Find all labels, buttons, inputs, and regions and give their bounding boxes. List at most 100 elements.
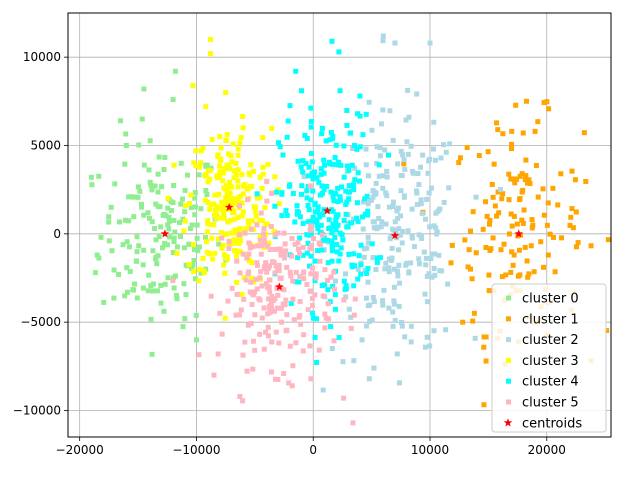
data-point-cluster-3 bbox=[221, 252, 227, 258]
data-point-cluster-4 bbox=[335, 162, 341, 168]
axes-frame bbox=[67, 12, 612, 438]
data-point-cluster-4 bbox=[317, 211, 323, 217]
data-point-cluster-2 bbox=[446, 185, 452, 191]
data-point-cluster-0 bbox=[192, 212, 198, 218]
data-point-cluster-2 bbox=[436, 252, 442, 258]
data-point-cluster-3 bbox=[202, 173, 208, 179]
data-point-cluster-4 bbox=[355, 111, 361, 117]
data-point-cluster-0 bbox=[152, 183, 158, 189]
data-point-cluster-1 bbox=[530, 222, 536, 228]
data-point-cluster-2 bbox=[401, 194, 407, 200]
data-point-cluster-0 bbox=[187, 226, 193, 232]
data-point-cluster-1 bbox=[547, 231, 553, 237]
data-point-cluster-3 bbox=[198, 160, 204, 166]
data-point-cluster-4 bbox=[308, 105, 314, 111]
data-point-cluster-5 bbox=[264, 269, 270, 275]
data-point-cluster-3 bbox=[235, 167, 241, 173]
data-point-cluster-4 bbox=[319, 125, 325, 131]
data-point-cluster-4 bbox=[374, 255, 380, 261]
data-point-cluster-3 bbox=[196, 278, 202, 284]
data-point-cluster-3 bbox=[234, 279, 240, 285]
data-point-cluster-3 bbox=[221, 202, 227, 208]
data-point-cluster-5 bbox=[261, 346, 267, 352]
data-point-cluster-4 bbox=[360, 132, 366, 138]
data-point-cluster-1 bbox=[522, 244, 528, 250]
data-point-cluster-2 bbox=[399, 240, 405, 246]
data-point-cluster-0 bbox=[96, 173, 102, 179]
data-point-cluster-4 bbox=[358, 271, 364, 277]
data-point-cluster-2 bbox=[351, 358, 357, 364]
data-point-cluster-1 bbox=[469, 276, 475, 282]
data-point-cluster-0 bbox=[156, 234, 162, 240]
data-point-cluster-1 bbox=[528, 243, 534, 249]
data-point-cluster-4 bbox=[332, 292, 338, 298]
data-point-cluster-2 bbox=[392, 40, 398, 46]
data-point-cluster-3 bbox=[228, 184, 234, 190]
data-point-cluster-2 bbox=[386, 269, 392, 275]
data-point-cluster-5 bbox=[271, 297, 277, 303]
data-point-cluster-1 bbox=[555, 202, 561, 208]
data-point-cluster-2 bbox=[396, 226, 402, 232]
data-point-cluster-2 bbox=[365, 173, 371, 179]
data-point-cluster-1 bbox=[541, 212, 547, 218]
data-point-cluster-5 bbox=[276, 246, 282, 252]
data-point-cluster-1 bbox=[581, 130, 587, 136]
data-point-cluster-0 bbox=[170, 250, 176, 256]
data-point-cluster-5 bbox=[259, 315, 265, 321]
data-point-cluster-1 bbox=[535, 194, 541, 200]
data-point-cluster-4 bbox=[314, 175, 320, 181]
data-point-cluster-4 bbox=[285, 118, 291, 124]
data-point-cluster-3 bbox=[261, 244, 267, 250]
data-point-cluster-2 bbox=[386, 305, 392, 311]
data-point-cluster-4 bbox=[300, 158, 306, 164]
data-point-cluster-0 bbox=[150, 248, 156, 254]
data-point-cluster-0 bbox=[131, 287, 137, 293]
data-point-cluster-3 bbox=[260, 171, 266, 177]
data-point-cluster-5 bbox=[260, 231, 266, 237]
data-point-cluster-0 bbox=[158, 224, 164, 230]
data-point-cluster-2 bbox=[377, 144, 383, 150]
x-tick-label: 10000 bbox=[411, 443, 449, 457]
data-point-cluster-3 bbox=[203, 104, 209, 110]
data-point-cluster-4 bbox=[329, 238, 335, 244]
data-point-cluster-0 bbox=[126, 244, 132, 250]
data-point-cluster-2 bbox=[410, 170, 416, 176]
data-point-cluster-2 bbox=[346, 306, 352, 312]
data-point-cluster-3 bbox=[232, 228, 238, 234]
data-point-cluster-1 bbox=[520, 130, 526, 136]
data-point-cluster-3 bbox=[235, 178, 241, 184]
data-point-cluster-4 bbox=[299, 88, 305, 94]
data-point-cluster-0 bbox=[109, 248, 115, 254]
data-point-cluster-0 bbox=[140, 262, 146, 268]
data-point-cluster-1 bbox=[490, 235, 496, 241]
data-point-cluster-5 bbox=[245, 271, 251, 277]
data-point-cluster-4 bbox=[354, 215, 360, 221]
data-point-cluster-4 bbox=[344, 163, 350, 169]
data-point-cluster-0 bbox=[136, 142, 142, 148]
data-point-cluster-3 bbox=[265, 222, 271, 228]
data-point-cluster-2 bbox=[372, 189, 378, 195]
data-point-cluster-3 bbox=[213, 207, 219, 213]
data-point-cluster-2 bbox=[472, 335, 478, 341]
legend-item: cluster 0 bbox=[506, 292, 579, 307]
data-point-cluster-0 bbox=[216, 241, 222, 247]
data-point-cluster-5 bbox=[276, 262, 282, 268]
data-point-cluster-1 bbox=[506, 197, 512, 203]
data-point-cluster-3 bbox=[253, 213, 259, 219]
data-point-cluster-3 bbox=[223, 137, 229, 143]
data-point-cluster-3 bbox=[240, 209, 246, 215]
data-point-cluster-5 bbox=[236, 203, 242, 209]
data-point-cluster-0 bbox=[116, 219, 122, 225]
data-point-cluster-4 bbox=[307, 263, 313, 269]
data-point-cluster-1 bbox=[558, 235, 564, 241]
data-point-cluster-4 bbox=[357, 144, 363, 150]
data-point-cluster-5 bbox=[341, 395, 347, 401]
legend-marker bbox=[506, 337, 511, 343]
data-point-cluster-2 bbox=[380, 173, 386, 179]
data-point-cluster-4 bbox=[318, 222, 324, 228]
y-tick-label: −5000 bbox=[20, 315, 61, 329]
data-point-cluster-1 bbox=[572, 177, 578, 183]
data-point-cluster-2 bbox=[404, 260, 410, 266]
data-point-cluster-5 bbox=[248, 321, 254, 327]
data-point-cluster-5 bbox=[267, 289, 273, 295]
